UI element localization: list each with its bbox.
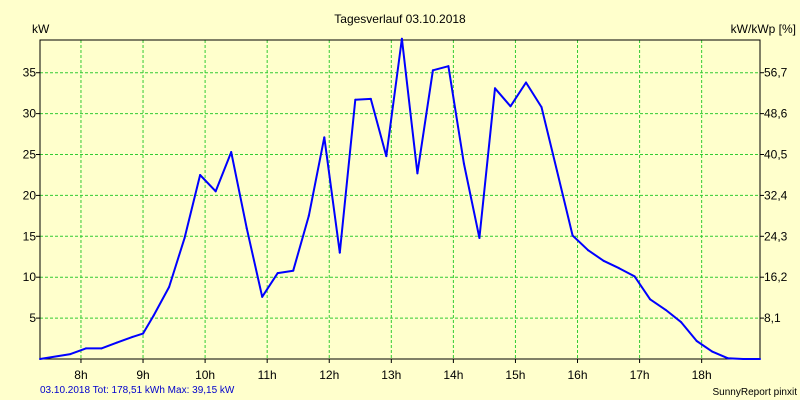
data-point — [633, 275, 636, 278]
x-tick-label: 15h — [505, 368, 525, 382]
y-tick-label-left: 30 — [23, 107, 37, 121]
data-point — [261, 295, 264, 298]
footer-summary: 03.10.2018 Tot: 178,51 kWh Max: 39,15 kW — [40, 385, 235, 396]
data-point — [742, 358, 745, 360]
data-point — [292, 269, 295, 272]
chart-title: Tagesverlauf 03.10.2018 — [334, 12, 466, 26]
data-point — [525, 81, 527, 84]
data-point — [649, 298, 652, 301]
x-tick-label: 11h — [258, 368, 277, 382]
y-tick-label-right: 48,6 — [764, 107, 788, 121]
data-point — [369, 97, 372, 100]
data-point — [416, 172, 419, 175]
y-tick-label-right: 8,1 — [764, 311, 781, 325]
data-point — [100, 347, 103, 350]
data-point — [462, 162, 465, 165]
plot-frame — [39, 39, 761, 360]
data-point — [726, 357, 729, 360]
data-point — [245, 227, 248, 230]
data-point — [276, 272, 279, 275]
data-point — [680, 321, 683, 324]
x-tick-label: 18h — [692, 368, 712, 382]
point-layer — [39, 37, 761, 360]
data-point — [84, 347, 87, 350]
data-point — [587, 249, 590, 252]
x-tick-label: 14h — [443, 368, 463, 382]
data-point — [431, 69, 434, 72]
data-point — [385, 155, 388, 158]
data-point — [69, 353, 72, 356]
data-point — [509, 105, 512, 108]
data-point — [556, 169, 559, 172]
data-point — [323, 136, 326, 139]
y-axis-left-label: kW — [32, 22, 50, 36]
data-point — [214, 190, 217, 193]
data-point — [131, 335, 134, 338]
x-tick-label: 13h — [381, 368, 401, 382]
data-point — [478, 236, 481, 239]
y-tick-label-right: 24,3 — [764, 229, 788, 243]
x-tick-label: 16h — [568, 368, 588, 382]
y-tick-label-left: 15 — [23, 229, 37, 243]
data-point — [400, 37, 403, 40]
data-point — [142, 332, 145, 335]
y-tick-label-left: 25 — [23, 148, 37, 162]
data-point — [307, 214, 310, 217]
data-point — [711, 350, 714, 353]
x-tick-label: 17h — [630, 368, 650, 382]
x-tick-label: 9h — [136, 368, 149, 382]
data-point — [759, 358, 761, 360]
data-point — [338, 251, 341, 254]
y-tick-label-left: 20 — [23, 188, 37, 202]
data-point — [230, 151, 233, 154]
x-tick-label: 12h — [319, 368, 339, 382]
y-tick-label-right: 40,5 — [764, 148, 788, 162]
data-point — [447, 65, 450, 68]
x-tick-label: 10h — [195, 368, 215, 382]
data-point — [199, 173, 202, 176]
y-tick-label-right: 16,2 — [764, 270, 788, 284]
data-point — [354, 98, 357, 101]
y-tick-label-left: 5 — [29, 311, 36, 325]
y-tick-label-left: 35 — [23, 66, 37, 80]
data-point — [115, 341, 118, 344]
footer-credit: SunnyReport pinxit — [713, 387, 798, 398]
data-point — [695, 340, 698, 343]
data-point — [152, 314, 155, 317]
y-tick-label-right: 32,4 — [764, 188, 788, 202]
data-point — [618, 267, 621, 270]
y-tick-label-left: 10 — [23, 270, 37, 284]
data-point — [39, 358, 41, 360]
data-point — [183, 236, 186, 239]
data-point — [493, 87, 496, 90]
x-tick-label: 8h — [74, 368, 87, 382]
y-tick-label-right: 56,7 — [764, 66, 788, 80]
data-point — [540, 106, 543, 109]
tick-layer: 5 8,1 10 16,2 15 24,3 20 32,4 25 40,5 30 48,6 35 56,7… — [23, 66, 788, 382]
y-axis-right-label: kW/kWp [%] — [731, 22, 796, 36]
data-point — [168, 286, 171, 289]
data-point — [602, 259, 605, 262]
data-point — [664, 308, 667, 311]
grid-layer — [40, 40, 760, 359]
data-point — [571, 234, 574, 237]
